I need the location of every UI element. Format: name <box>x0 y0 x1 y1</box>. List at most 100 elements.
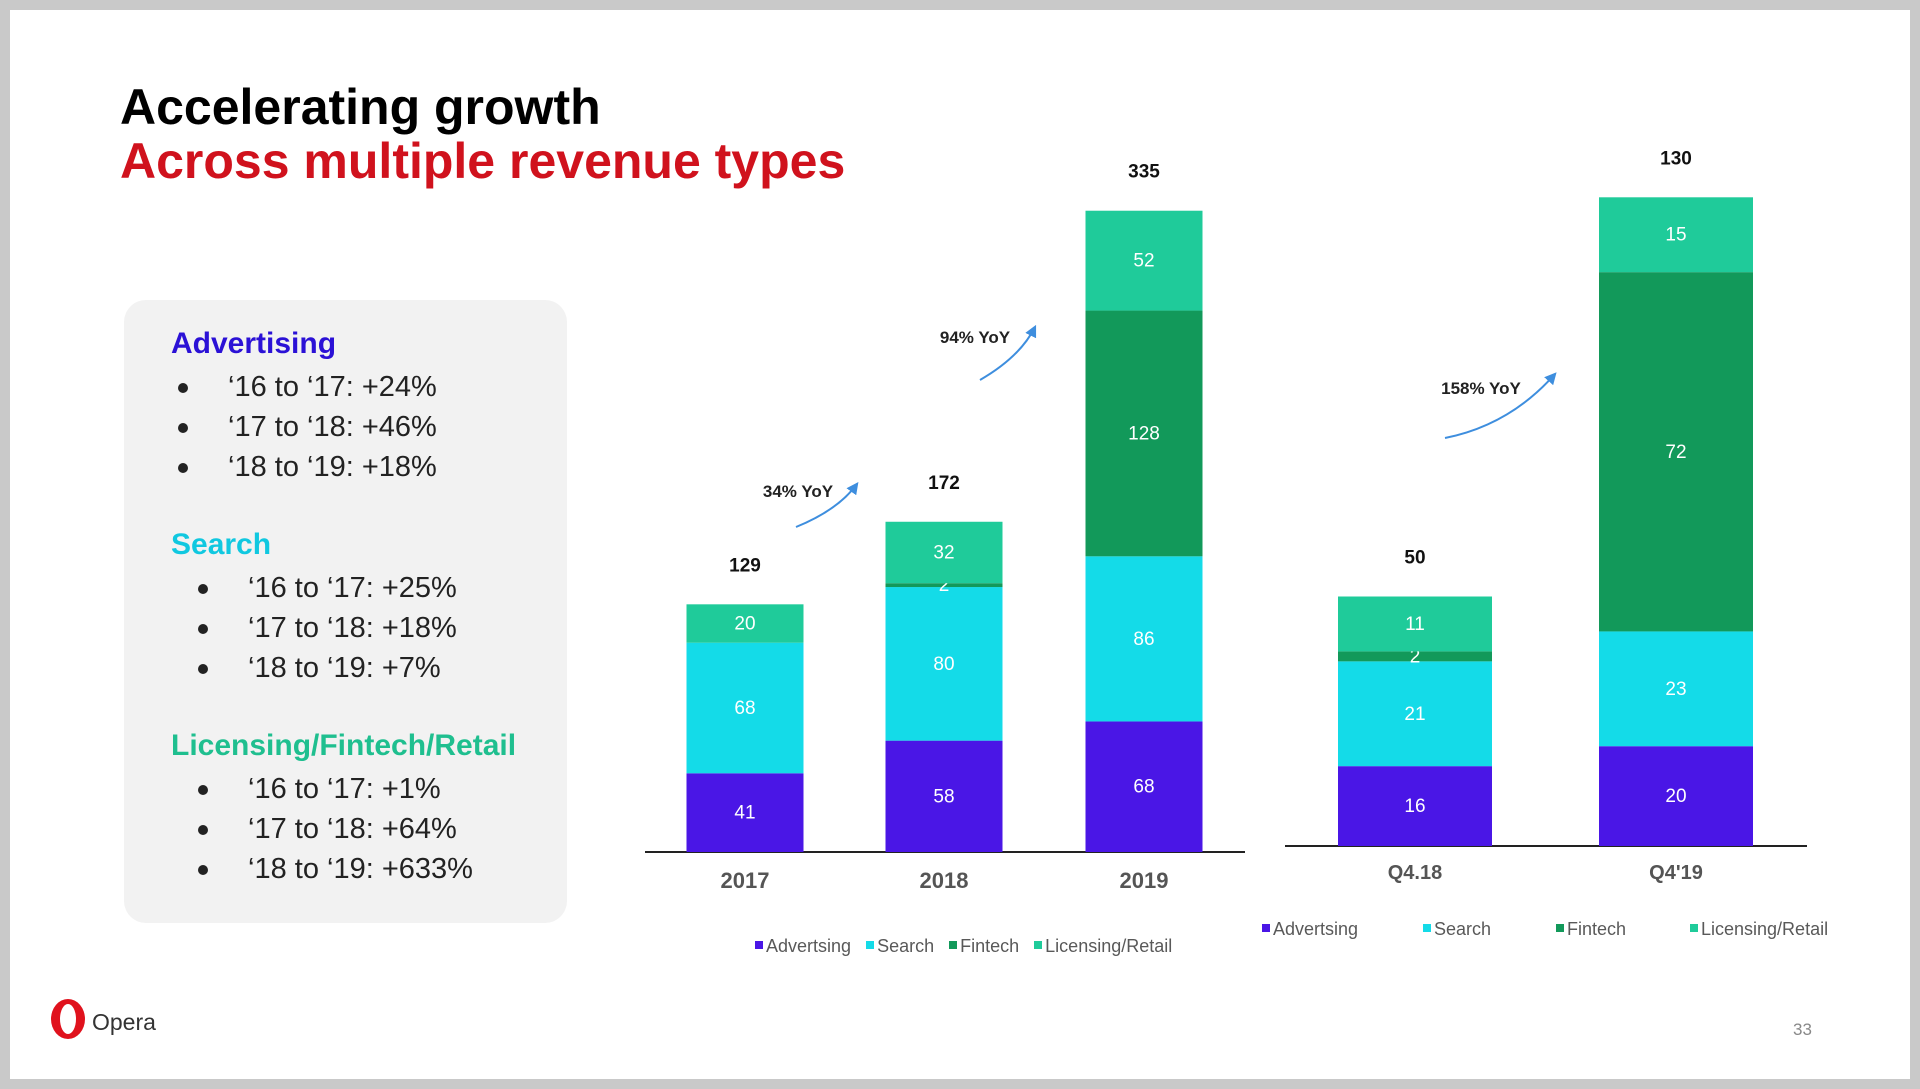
quarterly-legend-item-advertising: Advertsing <box>1262 919 1358 940</box>
bar-segment-licensing <box>885 521 1003 584</box>
search-growth-item: ‘18 to ‘19: +7% <box>190 648 457 688</box>
bar-segment-advertising <box>1085 721 1203 852</box>
licensing-growth-item: ‘17 to ‘18: +64% <box>190 809 473 849</box>
data-label-licensing: 52 <box>1133 251 1154 272</box>
bar-segment-licensing <box>686 604 804 643</box>
legend-swatch <box>1690 924 1698 933</box>
bar-segment-licensing <box>1599 197 1753 273</box>
search-growth-item: ‘17 to ‘18: +18% <box>190 608 457 648</box>
category-label: Q4.18 <box>1388 862 1442 884</box>
data-label-licensing: 15 <box>1665 225 1686 246</box>
legend-label: Fintech <box>1567 919 1627 939</box>
search-section-title: Search <box>171 528 272 561</box>
yoy-annotation-label: 158% YoY <box>1441 379 1521 398</box>
bar-segment-fintech <box>1599 272 1753 632</box>
legend-label: Advertsing <box>766 936 852 956</box>
data-label-fintech: 2 <box>939 575 950 596</box>
total-label: 50 <box>1404 548 1425 569</box>
data-label-search: 21 <box>1404 704 1425 725</box>
category-label: 2018 <box>920 868 969 893</box>
legend-label: Search <box>877 936 935 956</box>
category-label: Q4'19 <box>1649 862 1703 884</box>
bar-segment-fintech <box>1338 651 1492 662</box>
total-label: 130 <box>1660 148 1692 169</box>
legend-swatch <box>1423 924 1431 933</box>
legend-swatch <box>1556 924 1564 933</box>
legend-label: Licensing/Retail <box>1045 936 1173 956</box>
advertising-section-title: Advertising <box>171 327 337 360</box>
legend-swatch <box>755 941 763 950</box>
bar-segment-fintech <box>1085 310 1203 557</box>
quarterly-legend-item-fintech: Fintech <box>1556 919 1626 940</box>
legend-item-search: Search <box>866 936 934 956</box>
advertising-growth-item: ‘17 to ‘18: +46% <box>170 407 437 447</box>
yoy-arrow-icon <box>1444 372 1557 439</box>
licensing-growth-list: ‘16 to ‘17: +1% ‘17 to ‘18: +64% ‘18 to … <box>190 769 473 889</box>
opera-logo-icon <box>51 999 85 1039</box>
slide-subtitle: Across multiple revenue types <box>120 133 846 189</box>
bar-segment-search <box>686 642 804 774</box>
legend-swatch <box>949 941 958 950</box>
data-label-advertising: 20 <box>1665 786 1686 807</box>
advertising-growth-list: ‘16 to ‘17: +24% ‘17 to ‘18: +46% ‘18 to… <box>170 367 437 487</box>
data-label-licensing: 20 <box>734 614 755 635</box>
total-label: 335 <box>1128 162 1160 183</box>
legend-item-licensing: Licensing/Retail <box>1034 936 1172 956</box>
yoy-annotation-label: 94% YoY <box>940 328 1011 347</box>
bar-segment-advertising <box>1338 766 1492 846</box>
yoy-annotation-label: 34% YoY <box>763 482 834 501</box>
bar-segment-search <box>885 587 1003 741</box>
category-label: 2019 <box>1120 868 1169 893</box>
total-label: 172 <box>928 473 960 494</box>
bar-segment-advertising <box>885 740 1003 852</box>
data-label-advertising: 16 <box>1404 796 1425 817</box>
data-label-licensing: 11 <box>1405 614 1425 635</box>
bar-segment-advertising <box>686 773 804 852</box>
quarterly-legend-item-licensing: Licensing/Retail <box>1690 919 1828 940</box>
data-label-advertising: 58 <box>933 786 954 807</box>
data-label-advertising: 41 <box>734 803 755 824</box>
category-label: 2017 <box>721 868 770 893</box>
yoy-arrow-icon <box>795 482 859 528</box>
data-label-search: 86 <box>1133 629 1154 650</box>
advertising-growth-item: ‘18 to ‘19: +18% <box>170 447 437 487</box>
bar-segment-search <box>1599 631 1753 747</box>
quarterly-legend-item-search: Search <box>1423 919 1491 940</box>
legend-swatch <box>1262 924 1270 933</box>
data-label-fintech: 2 <box>1410 646 1421 667</box>
bar-segment-search <box>1338 661 1492 767</box>
bar-segment-search <box>1085 556 1203 722</box>
annual-chart-legend: Advertsing Search Fintech Licensing/Reta… <box>755 936 1182 957</box>
total-label: 129 <box>729 555 761 576</box>
data-label-search: 68 <box>734 698 755 719</box>
data-label-fintech: 128 <box>1128 423 1160 444</box>
data-label-licensing: 32 <box>933 542 954 563</box>
data-label-search: 23 <box>1665 679 1686 700</box>
data-label-advertising: 68 <box>1133 777 1154 798</box>
bar-segment-fintech <box>885 583 1003 588</box>
legend-label: Search <box>1434 919 1492 939</box>
licensing-growth-item: ‘18 to ‘19: +633% <box>190 849 473 889</box>
growth-summary-panel <box>124 300 567 923</box>
legend-label: Licensing/Retail <box>1701 919 1829 939</box>
yoy-arrow-icon <box>979 324 1037 381</box>
legend-item-advertising: Advertsing <box>755 936 851 956</box>
page-number: 33 <box>1793 1020 1812 1039</box>
data-label-search: 80 <box>933 654 954 675</box>
search-growth-list: ‘16 to ‘17: +25% ‘17 to ‘18: +18% ‘18 to… <box>190 568 457 688</box>
slide-title: Accelerating growth <box>120 79 601 135</box>
legend-label: Fintech <box>960 936 1020 956</box>
bar-segment-advertising <box>1599 746 1753 846</box>
brand-name: Opera <box>92 1009 156 1035</box>
legend-swatch <box>1034 941 1043 950</box>
licensing-section-title: Licensing/Fintech/Retail <box>171 729 517 762</box>
legend-label: Advertsing <box>1273 919 1359 939</box>
search-growth-item: ‘16 to ‘17: +25% <box>190 568 457 608</box>
bar-segment-licensing <box>1338 596 1492 652</box>
bar-segment-licensing <box>1085 210 1203 311</box>
advertising-growth-item: ‘16 to ‘17: +24% <box>170 367 437 407</box>
legend-item-fintech: Fintech <box>949 936 1019 956</box>
legend-swatch <box>866 941 875 950</box>
licensing-growth-item: ‘16 to ‘17: +1% <box>190 769 473 809</box>
